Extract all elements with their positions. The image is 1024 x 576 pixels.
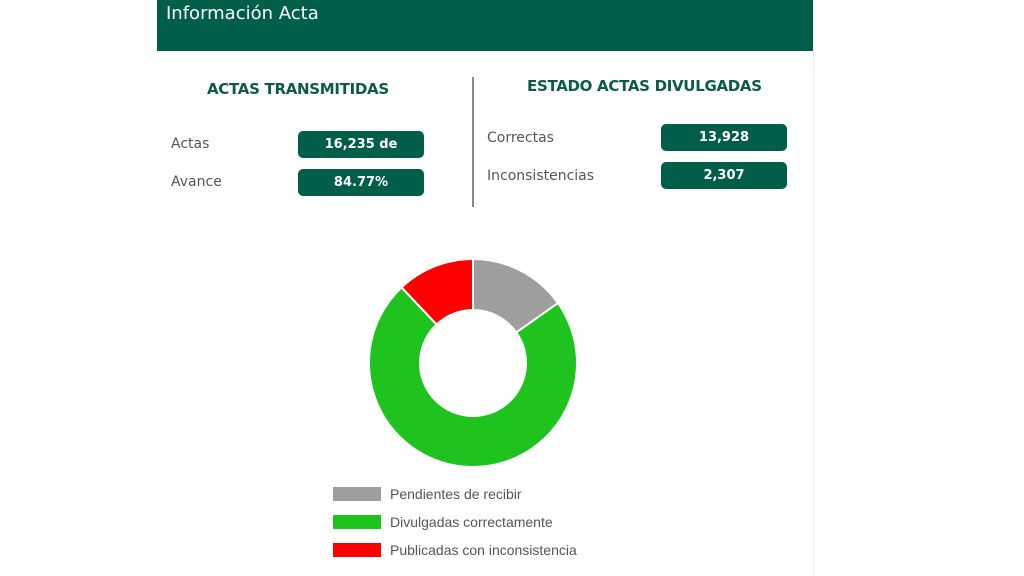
divider bbox=[472, 77, 474, 207]
legend-swatch bbox=[333, 487, 381, 501]
legend-item-divulgadas[interactable]: Divulgadas correctamente bbox=[333, 508, 577, 536]
legend-item-pendientes[interactable]: Pendientes de recibir bbox=[333, 480, 577, 508]
legend-item-inconsistencia[interactable]: Publicadas con inconsistencia bbox=[333, 536, 577, 564]
donut-slice-1[interactable] bbox=[368, 285, 578, 468]
inconsistencias-label: Inconsistencias bbox=[487, 168, 595, 184]
legend-swatch bbox=[333, 543, 381, 557]
info-acta-panel: Información Acta ACTAS TRANSMITIDAS Acta… bbox=[157, 0, 814, 576]
avance-label: Avance bbox=[171, 174, 222, 190]
legend-swatch bbox=[333, 515, 381, 529]
transmitidas-title: ACTAS TRANSMITIDAS bbox=[207, 80, 389, 98]
correctas-label: Correctas bbox=[487, 130, 554, 146]
header-bar: Información Acta bbox=[157, 0, 813, 51]
actas-label: Actas bbox=[171, 136, 210, 152]
divulgadas-title: ESTADO ACTAS DIVULGADAS bbox=[527, 77, 762, 95]
header-title: Información Acta bbox=[166, 3, 319, 24]
inconsistencias-value: 2,307 bbox=[661, 162, 787, 189]
legend-label: Publicadas con inconsistencia bbox=[390, 542, 577, 558]
chart-legend: Pendientes de recibir Divulgadas correct… bbox=[333, 480, 577, 564]
avance-value: 84.77% bbox=[298, 169, 424, 196]
correctas-value: 13,928 bbox=[661, 124, 787, 151]
legend-label: Divulgadas correctamente bbox=[390, 514, 553, 530]
legend-label: Pendientes de recibir bbox=[390, 486, 522, 502]
donut-slice-2[interactable] bbox=[400, 257, 474, 326]
